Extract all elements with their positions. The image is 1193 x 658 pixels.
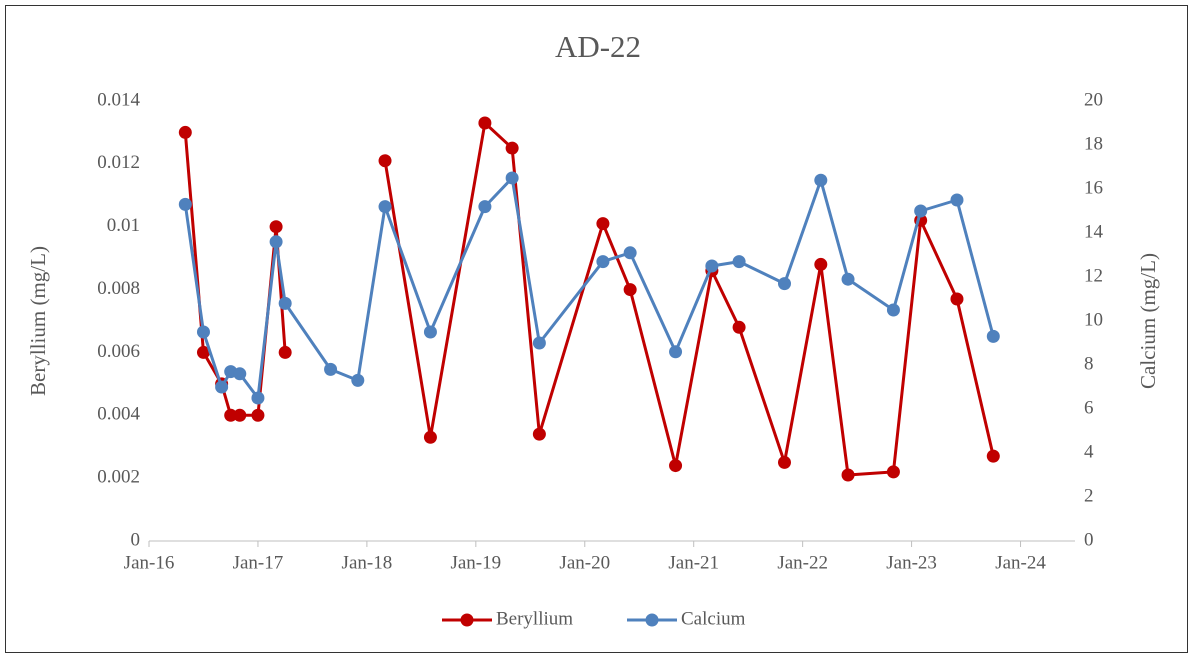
data-point xyxy=(196,325,210,339)
y-tick-label: 0 xyxy=(131,529,141,550)
data-point xyxy=(324,362,338,376)
data-point xyxy=(178,125,192,139)
data-point xyxy=(732,320,746,334)
y-tick-label: 0.014 xyxy=(97,89,140,110)
y-tick-label: 0.008 xyxy=(97,278,140,299)
data-point xyxy=(986,329,1000,343)
y-tick-label: 0.002 xyxy=(97,467,140,488)
data-point xyxy=(196,345,210,359)
data-point xyxy=(814,173,828,187)
data-point xyxy=(596,255,610,269)
y2-tick-label: 8 xyxy=(1084,353,1094,374)
data-point xyxy=(423,325,437,339)
data-point xyxy=(251,408,265,422)
data-point xyxy=(532,427,546,441)
data-point xyxy=(886,303,900,317)
y2-tick-label: 4 xyxy=(1084,441,1094,462)
data-point xyxy=(269,235,283,249)
x-tick-label: Jan-16 xyxy=(124,552,175,573)
y2-tick-label: 0 xyxy=(1084,529,1094,550)
data-point xyxy=(478,200,492,214)
y-tick-label: 0.004 xyxy=(97,404,140,425)
legend-marker xyxy=(460,613,474,627)
data-point xyxy=(423,430,437,444)
data-point xyxy=(278,345,292,359)
data-point xyxy=(215,380,229,394)
y-tick-label: 0.006 xyxy=(97,341,140,362)
data-point xyxy=(950,292,964,306)
legend-label: Calcium xyxy=(681,608,746,629)
data-point xyxy=(777,455,791,469)
y2-tick-label: 14 xyxy=(1084,221,1104,242)
data-point xyxy=(378,200,392,214)
y-tick-label: 0.012 xyxy=(97,152,140,173)
legend-label: Beryllium xyxy=(496,608,573,629)
data-point xyxy=(623,246,637,260)
data-point xyxy=(841,468,855,482)
y-tick-label: 0.01 xyxy=(107,215,140,236)
y2-tick-label: 20 xyxy=(1084,89,1103,110)
data-point xyxy=(233,367,247,381)
data-point xyxy=(596,217,610,231)
data-point xyxy=(732,255,746,269)
data-point xyxy=(886,465,900,479)
data-point xyxy=(251,391,265,405)
y2-axis-label: Calcium (mg/L) xyxy=(1136,253,1160,389)
y2-tick-label: 2 xyxy=(1084,485,1094,506)
data-point xyxy=(178,197,192,211)
data-point xyxy=(478,116,492,130)
data-point xyxy=(532,336,546,350)
x-tick-label: Jan-23 xyxy=(886,552,937,573)
data-point xyxy=(705,259,719,273)
data-point xyxy=(269,220,283,234)
y2-tick-label: 6 xyxy=(1084,397,1094,418)
data-point xyxy=(278,296,292,310)
y2-tick-label: 10 xyxy=(1084,309,1103,330)
data-point xyxy=(669,345,683,359)
data-point xyxy=(986,449,1000,463)
x-tick-label: Jan-22 xyxy=(777,552,828,573)
data-point xyxy=(841,272,855,286)
x-tick-label: Jan-24 xyxy=(995,552,1046,573)
data-point xyxy=(505,141,519,155)
x-tick-label: Jan-19 xyxy=(450,552,501,573)
legend-marker xyxy=(645,613,659,627)
data-point xyxy=(623,283,637,297)
x-tick-label: Jan-18 xyxy=(342,552,393,573)
data-point xyxy=(950,193,964,207)
data-point xyxy=(378,154,392,168)
data-point xyxy=(351,373,365,387)
y2-tick-label: 16 xyxy=(1084,177,1103,198)
y2-tick-label: 18 xyxy=(1084,133,1103,154)
data-point xyxy=(505,171,519,185)
y-axis-label: Beryllium (mg/L) xyxy=(26,246,50,396)
data-point xyxy=(669,459,683,473)
data-point xyxy=(914,204,928,218)
x-tick-label: Jan-21 xyxy=(668,552,719,573)
data-point xyxy=(224,408,238,422)
y2-tick-label: 12 xyxy=(1084,265,1103,286)
data-point xyxy=(814,257,828,271)
x-tick-label: Jan-20 xyxy=(559,552,610,573)
data-point xyxy=(777,277,791,291)
x-tick-label: Jan-17 xyxy=(233,552,284,573)
data-point xyxy=(233,408,247,422)
chart-title: AD-22 xyxy=(555,29,641,64)
